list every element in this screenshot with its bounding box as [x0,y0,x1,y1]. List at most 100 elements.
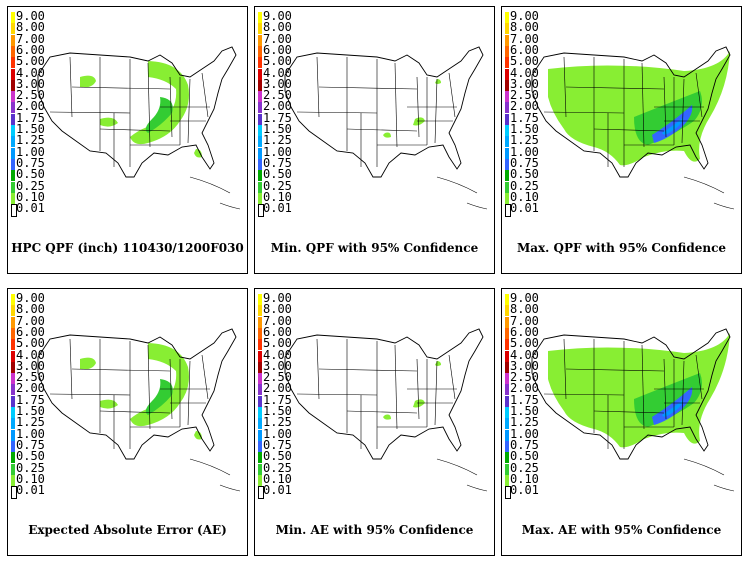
legend-swatch [11,373,15,385]
state-line [69,56,73,118]
legend-label: 5.00 [263,336,292,351]
caribbean-coast [436,458,488,492]
legend-swatch [505,181,509,193]
legend-swatch [258,316,262,328]
legend-swatch [258,113,262,125]
state-line [565,368,665,372]
legend-swatch [505,12,509,23]
legend-swatch [258,204,264,218]
legend-label: 3.00 [510,76,539,91]
legend-label: 3.00 [510,358,539,373]
state-line [71,368,171,372]
legend-label: 1.50 [16,122,45,136]
legend-label: 0.75 [263,437,292,452]
legend-label: 1.00 [16,426,45,441]
state-line [394,62,398,148]
legend-swatch [11,147,15,159]
precip-area [435,79,441,84]
legend-label: 9.00 [263,291,292,305]
legend-label: 0.10 [263,189,292,204]
legend-label: 1.25 [263,415,292,430]
legend-swatch [258,181,262,193]
legend-label: 1.00 [263,426,292,441]
precip-area [383,132,391,138]
caribbean-coast [683,176,735,210]
state-line [318,86,418,90]
legend-swatch [11,181,15,193]
legend-swatch [258,463,262,475]
legend-swatch [505,102,509,114]
legend-swatch [258,57,262,69]
legend-label: 1.00 [510,426,539,441]
legend-swatch [11,316,15,328]
legend-label: 2.00 [263,381,292,396]
legend-swatch [505,294,509,305]
legend-swatch [11,407,15,418]
legend-swatch [11,45,15,57]
state-line [296,393,378,396]
legend-label: 2.50 [263,370,292,385]
legend-swatch [11,23,15,35]
legend-label: 0.25 [263,178,292,193]
map-panel-max-qpf: 9.00 8.00 7.00 6.00 5.00 4.00 3.00 2.50 2.00 1.75… [501,6,742,274]
state-line [394,344,398,430]
legend-swatch [505,452,509,464]
legend-label: 1.00 [263,144,292,159]
precip-area [548,333,730,448]
legend-swatch [505,339,509,351]
us-border [284,46,484,178]
legend-swatch [505,45,509,57]
legend-label: 9.00 [510,291,539,305]
legend-label: 5.00 [510,336,539,351]
legend-label: 8.00 [263,20,292,35]
legend-label: 9.00 [510,9,539,23]
legend-swatch [258,23,262,35]
state-line [201,354,209,400]
legend-label: 1.50 [510,122,539,136]
legend-swatch [505,373,509,385]
legend-label: 0.01 [16,483,45,498]
legend-swatch [11,192,15,204]
legend-label: 1.25 [510,133,539,148]
precip-area [194,149,202,158]
legend-label: 7.00 [16,31,45,46]
legend-label: 0.25 [16,178,45,193]
state-line [563,338,567,400]
panel-caption: HPC QPF (inch) 110430/1200F030 [11,241,244,255]
legend-label: 7.00 [263,31,292,46]
legend-swatch [505,23,509,35]
legend-label: 0.50 [16,449,45,464]
state-line [593,128,665,132]
legend-swatch [258,147,262,159]
precip-area [548,51,730,166]
legend-swatch [11,486,17,500]
precip-area [652,387,693,425]
legend-label: 5.00 [16,54,45,69]
legend-swatch [258,158,262,170]
legend-label: 0.50 [510,449,539,464]
state-line [99,410,171,414]
legend-swatch [258,361,262,373]
legend-swatch [505,192,509,204]
precip-area [80,357,96,370]
map-panel-min-ae: 9.00 8.00 7.00 6.00 5.00 4.00 3.00 2.50 2.00 1.75… [254,288,495,556]
legend-swatch [11,395,15,407]
state-line [49,111,131,114]
legend-swatch [258,339,262,351]
legend-swatch [505,113,509,125]
legend-swatch [11,136,15,148]
legend-label: 0.75 [16,155,45,170]
legend-swatch [11,474,15,486]
legend-label: 2.00 [510,99,539,114]
state-line [543,111,625,114]
legend-swatch [505,125,509,136]
legend-label: 2.50 [263,88,292,103]
legend-label: 8.00 [510,302,539,317]
legend-label: 0.25 [510,460,539,475]
legend-swatch [505,79,509,91]
legend-label: 0.01 [263,201,292,216]
state-line [49,393,131,396]
legend-swatch [505,91,509,103]
state-line [681,360,685,426]
precip-area [413,117,425,126]
